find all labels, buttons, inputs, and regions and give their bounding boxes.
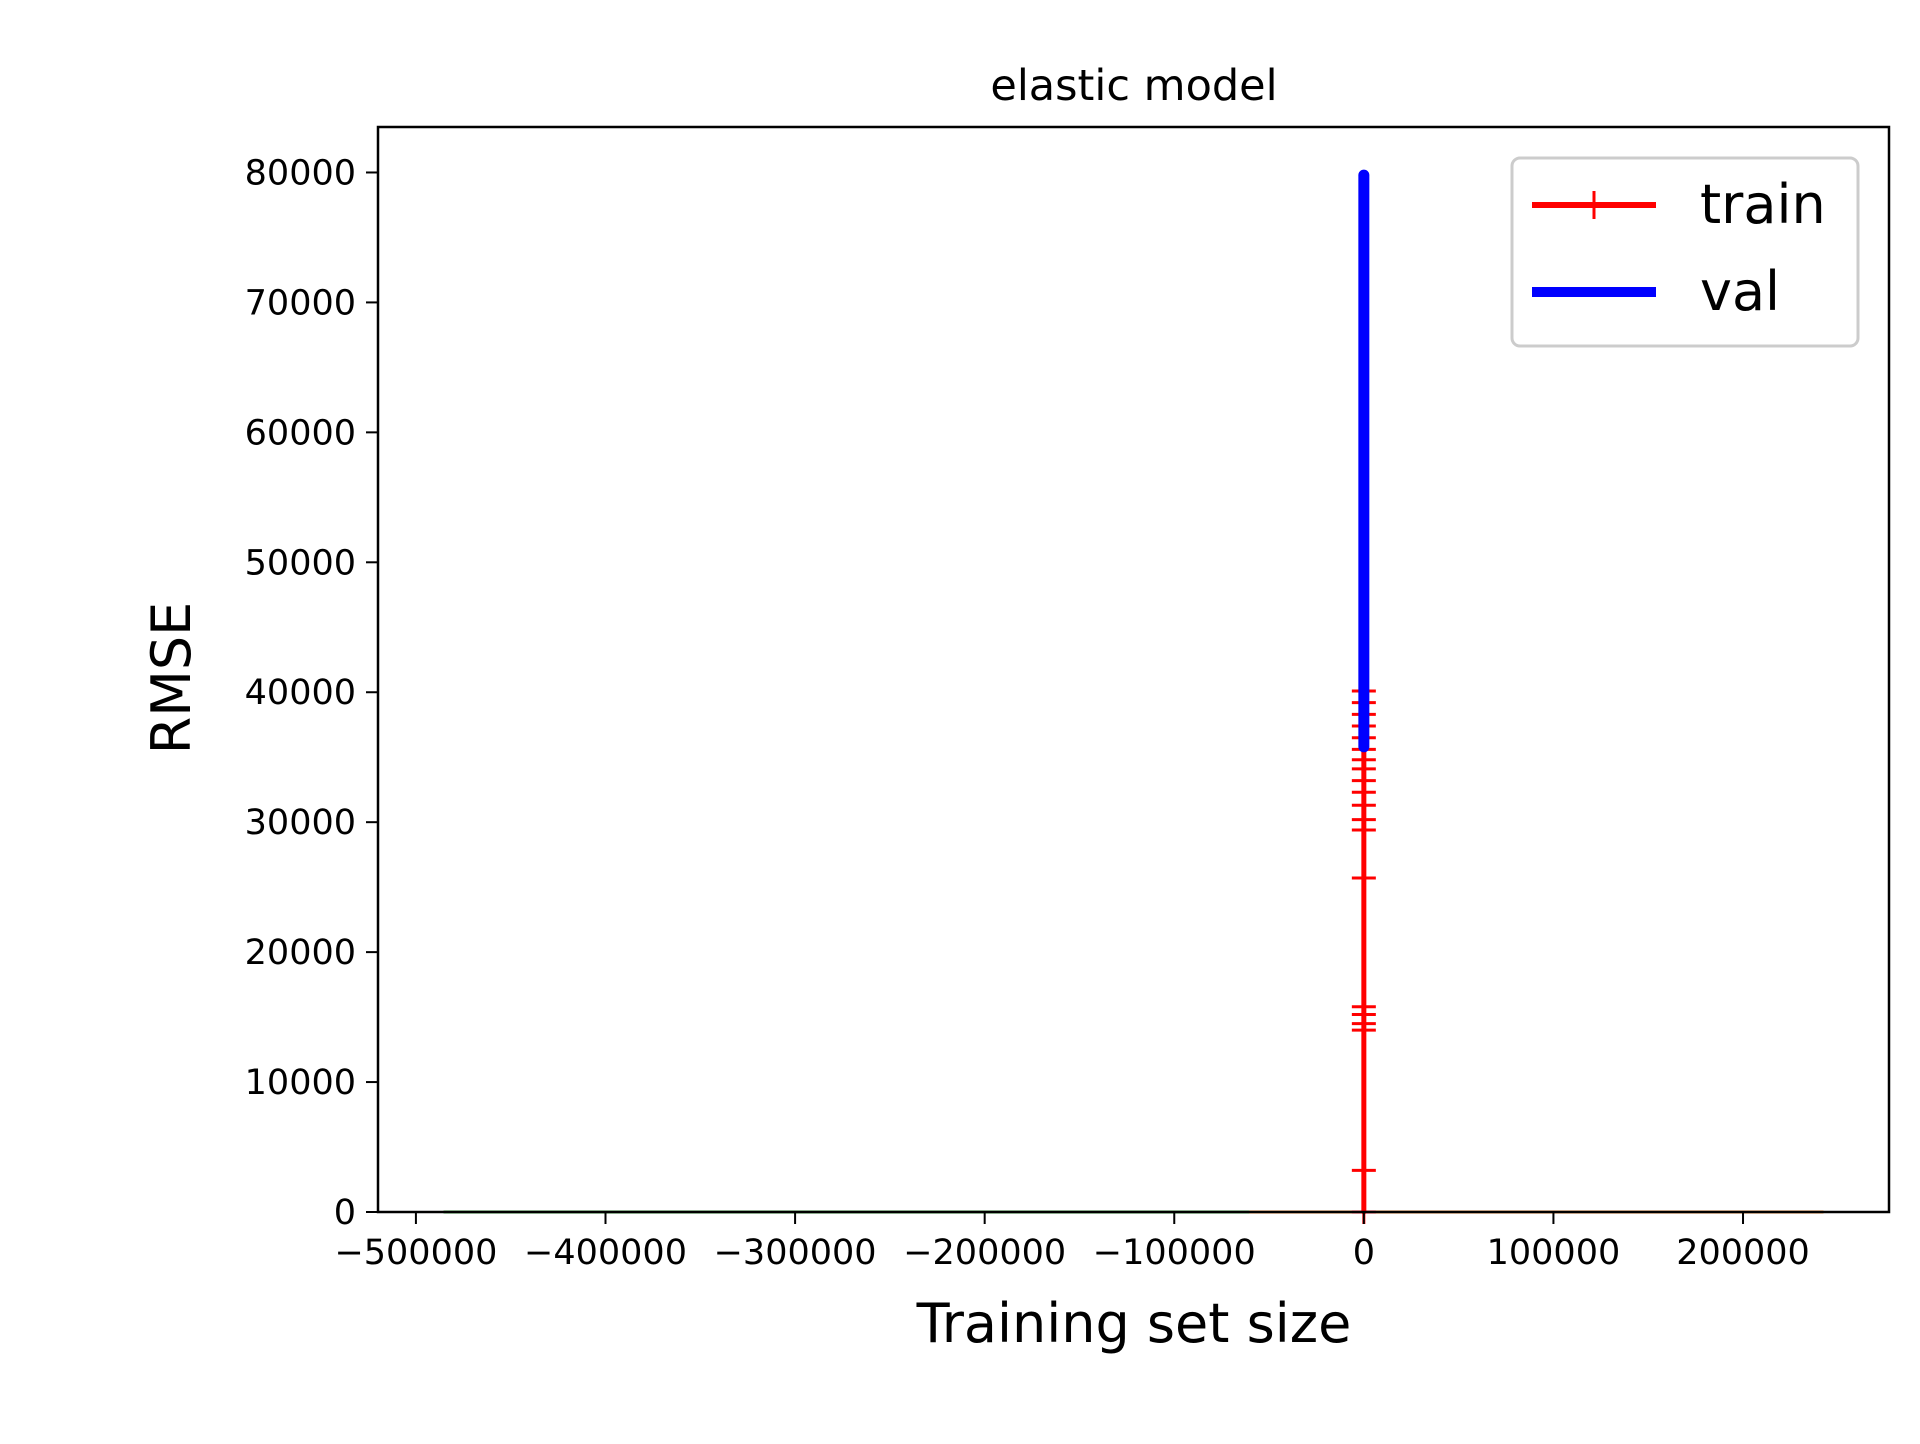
x-axis-label: Training set size [916,1292,1352,1355]
legend-val-label: val [1700,260,1780,323]
y-tick-label: 0 [334,1193,356,1233]
series-train-point [1351,994,1376,1019]
y-tick-label: 80000 [245,153,356,193]
legend: train val [1510,156,1860,348]
y-tick-label: 10000 [245,1063,356,1103]
y-tick-label: 30000 [245,803,356,843]
series-train-point [1351,1158,1376,1183]
x-tick-label: −500000 [334,1233,497,1273]
x-tick-label: 200000 [1676,1233,1810,1273]
y-tick-label: 40000 [245,673,356,713]
x-tick-label: 0 [1353,1233,1375,1273]
series-train-point [1351,866,1376,891]
y-tick-label: 50000 [245,543,356,583]
chart-title: elastic model [990,61,1277,111]
y-axis-label: RMSE [140,602,203,755]
axes: −500000 −400000 −300000 −200000 −100000 0 1000… [245,125,1891,1273]
legend-train-label: train [1700,173,1826,236]
x-tick-label: −400000 [524,1233,687,1273]
y-tick-label: 70000 [245,283,356,323]
plot-frame [376,125,1891,1214]
y-tick-label: 60000 [245,413,356,453]
x-tick-label: −300000 [714,1233,877,1273]
x-tick-label: 100000 [1487,1233,1621,1273]
y-tick-label: 20000 [245,933,356,973]
x-tick-label: −200000 [903,1233,1066,1273]
x-tick-label: −100000 [1093,1233,1256,1273]
